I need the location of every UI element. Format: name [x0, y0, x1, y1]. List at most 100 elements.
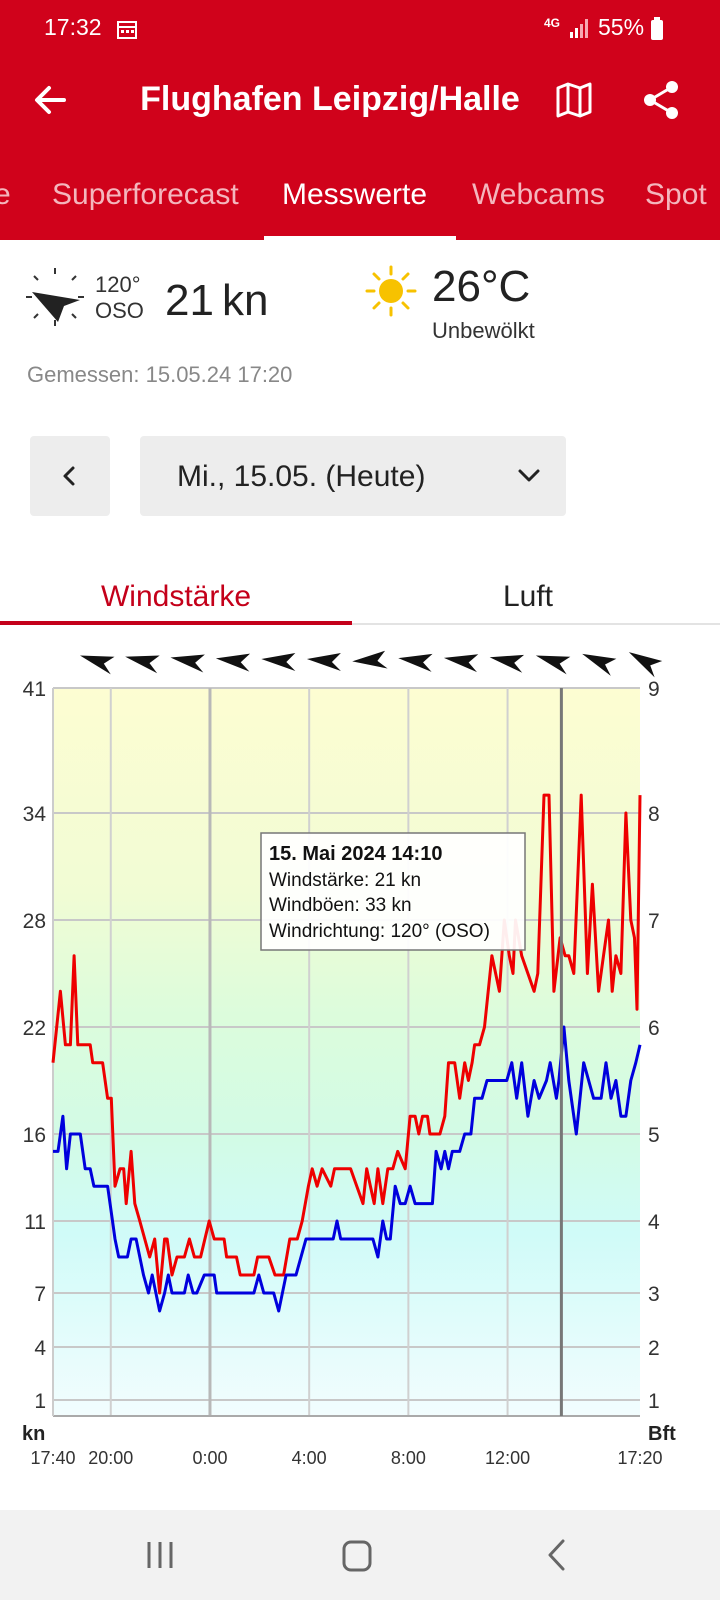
wind-direction-arrow: [261, 653, 296, 671]
arrow-shape: [125, 655, 160, 674]
y-tick-label-left: 7: [34, 1283, 46, 1306]
arrow-shape: [352, 650, 388, 669]
y-tick-label-left: 16: [23, 1124, 46, 1147]
chart-tooltip: 15. Mai 2024 14:10 Windstärke: 21 kn Win…: [260, 832, 526, 951]
wind-direction-arrow: [125, 655, 160, 674]
arrow-shape: [79, 655, 115, 675]
active-tab-indicator: [264, 236, 456, 240]
x-tick-label: 8:00: [391, 1448, 426, 1468]
arrow-shape: [215, 653, 251, 672]
x-tick-label: 4:00: [292, 1448, 327, 1468]
measured-timestamp: Gemessen: 15.05.24 17:20: [27, 362, 293, 387]
wind-speed-unit: kn: [221, 276, 269, 325]
y-tick-label-left: 41: [23, 678, 46, 701]
previous-day-button[interactable]: [30, 436, 110, 516]
y-axis-unit-right: Bft: [648, 1423, 676, 1445]
arrow-shape: [306, 653, 341, 671]
y-tick-label-right: 2: [648, 1337, 660, 1360]
wind-direction-arrow: [489, 654, 525, 673]
y-tick-label-left: 34: [23, 803, 47, 826]
wind-direction-arrow: [582, 653, 617, 676]
arrow-shape: [535, 655, 571, 675]
tooltip-title: 15. Mai 2024 14:10: [269, 843, 442, 865]
x-tick-label: 17:40: [30, 1448, 75, 1468]
chevron-down-icon: [518, 469, 540, 482]
wind-direction-arrow: [535, 655, 571, 675]
battery-icon: [651, 17, 663, 40]
signal-icon: [570, 19, 588, 38]
y-tick-label-right: 7: [648, 910, 660, 933]
y-tick-label-right: 3: [648, 1283, 660, 1306]
tab-spot[interactable]: Spot: [645, 178, 707, 211]
y-tick-label-left: 28: [23, 910, 46, 933]
wind-speed: 21 kn: [165, 276, 268, 326]
wind-direction-arrow: [79, 655, 115, 675]
y-tick-label-left: 22: [23, 1017, 46, 1040]
wind-direction-arrow: [215, 653, 251, 672]
system-nav-bar: [0, 1510, 720, 1600]
y-tick-label-right: 5: [648, 1124, 660, 1147]
tab-superforecast[interactable]: Superforecast: [52, 178, 239, 211]
y-tick-label-right: 6: [648, 1017, 660, 1040]
subtab-luft[interactable]: Luft: [502, 580, 554, 613]
temperature: 26°C: [432, 262, 531, 311]
chevron-left-icon: [63, 466, 75, 486]
wind-direction-arrow: [306, 653, 341, 671]
tab-messwerte[interactable]: Messwerte: [282, 178, 428, 211]
y-tick-label-right: 4: [648, 1211, 660, 1234]
arrow-shape: [443, 654, 479, 673]
wind-direction-icon: [26, 268, 84, 326]
wind-speed-value: 21: [165, 276, 214, 325]
recent-apps-icon[interactable]: [145, 1540, 175, 1570]
sky-condition: Unbewölkt: [432, 318, 535, 343]
y-tick-label-left: 1: [34, 1390, 46, 1413]
date-select[interactable]: Mi., 15.05. (Heute): [140, 436, 566, 516]
y-tick-label-right: 9: [648, 678, 660, 701]
back-arrow-icon[interactable]: [30, 80, 70, 120]
x-tick-label: 20:00: [88, 1448, 133, 1468]
page-title: Flughafen Leipzig/Halle: [140, 80, 520, 118]
calendar-icon: [117, 21, 137, 39]
y-tick-label-right: 8: [648, 803, 660, 826]
gust-series-line: [51, 793, 642, 1295]
date-select-value: Mi., 15.05. (Heute): [177, 460, 426, 493]
back-nav-icon[interactable]: [545, 1538, 569, 1572]
home-icon[interactable]: [342, 1540, 372, 1572]
map-icon[interactable]: [554, 80, 594, 120]
x-tick-label: 0:00: [192, 1448, 227, 1468]
wind-degrees: 120°: [95, 272, 141, 297]
y-tick-label-right: 1: [648, 1390, 660, 1413]
wind-direction-label: OSO: [95, 298, 144, 323]
wind-direction-arrow: [398, 653, 433, 672]
tooltip-direction: Windrichtung: 120° (OSO): [269, 921, 490, 942]
subtab-indicator: [0, 621, 352, 625]
wind-direction-arrow: [628, 652, 663, 678]
wind-chart[interactable]: 1 14 27 311 416 522 628 734 841 9 17:40 20:00 0:00 4…: [0, 640, 720, 1480]
tab-partial-left[interactable]: e: [0, 178, 11, 211]
arrow-shape: [628, 652, 663, 678]
y-tick-label-left: 11: [24, 1211, 46, 1234]
wind-direction-arrow: [352, 650, 388, 669]
y-axis-unit-left: kn: [22, 1423, 45, 1445]
status-time: 17:32: [44, 14, 102, 40]
app-bar: 17:32 4G 55% Flughafen Leipzig/Halle e S…: [0, 0, 720, 240]
subtab-windstaerke[interactable]: Windstärke: [100, 580, 252, 613]
sun-icon: [365, 265, 417, 317]
wind-series-line: [53, 1025, 642, 1313]
arrow-shape: [582, 653, 617, 676]
tooltip-wind: Windstärke: 21 kn: [269, 870, 421, 891]
subtab-divider: [0, 623, 720, 625]
share-icon[interactable]: [642, 80, 682, 120]
arrow-shape: [398, 653, 433, 672]
x-tick-label: 12:00: [485, 1448, 530, 1468]
battery-percent: 55%: [598, 14, 645, 40]
y-tick-label-left: 4: [34, 1337, 46, 1360]
chart-plot-area: [53, 688, 640, 1416]
network-type: 4G: [544, 16, 561, 30]
arrow-shape: [261, 653, 296, 671]
wind-direction-arrow: [170, 654, 205, 673]
arrow-shape: [170, 654, 205, 673]
x-tick-label: 17:20: [617, 1448, 662, 1468]
wind-direction-arrow: [443, 654, 479, 673]
tab-webcams[interactable]: Webcams: [472, 178, 605, 211]
